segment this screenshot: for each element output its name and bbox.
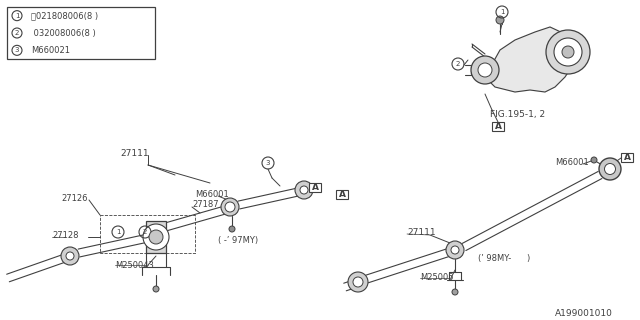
Text: 2: 2 [143,229,147,235]
Bar [336,190,348,199]
Circle shape [225,202,235,212]
Circle shape [149,230,163,244]
Text: M66001: M66001 [195,189,228,198]
Text: A: A [495,122,502,131]
Text: Ⓝ021808006(8 ): Ⓝ021808006(8 ) [31,11,98,20]
Text: 3: 3 [266,160,270,166]
Text: 1: 1 [500,9,504,15]
Circle shape [229,226,235,232]
Text: M660021: M660021 [31,46,70,55]
Bar [621,153,633,162]
Text: A: A [312,183,319,192]
Circle shape [66,252,74,260]
Text: FIG.195-1, 2: FIG.195-1, 2 [490,109,545,118]
Text: 3: 3 [15,47,19,53]
Text: 1: 1 [15,13,19,19]
Circle shape [452,289,458,295]
Text: A199001010: A199001010 [555,308,613,317]
Circle shape [446,241,464,259]
Circle shape [546,30,590,74]
Polygon shape [161,206,226,232]
Text: (’ 98MY-      ): (’ 98MY- ) [478,253,531,262]
Text: 27111: 27111 [120,148,148,157]
Text: M25005: M25005 [420,274,454,283]
Circle shape [496,16,504,24]
Text: 27126: 27126 [61,194,88,203]
Polygon shape [485,27,578,92]
Circle shape [221,198,239,216]
Polygon shape [6,254,67,282]
Circle shape [348,272,368,292]
Circle shape [353,277,363,287]
Bar [100,215,195,253]
Circle shape [300,186,308,194]
Circle shape [451,246,459,254]
Circle shape [295,181,313,199]
Bar [7,7,155,59]
Bar [146,221,166,253]
Circle shape [471,56,499,84]
Text: ( -’ 97MY): ( -’ 97MY) [218,236,258,244]
Polygon shape [462,172,602,251]
Circle shape [153,286,159,292]
Text: 27187: 27187 [192,199,219,209]
Text: A: A [339,190,346,199]
Text: 032008006(8 ): 032008006(8 ) [31,28,96,37]
Bar [492,122,504,131]
Circle shape [562,46,574,58]
Circle shape [599,158,621,180]
Text: 27128: 27128 [52,230,79,239]
Circle shape [61,247,79,265]
Text: A: A [623,153,630,162]
Bar [309,183,321,192]
Circle shape [554,38,582,66]
Polygon shape [366,248,451,283]
Circle shape [591,157,597,163]
Circle shape [478,63,492,77]
Text: 2: 2 [456,61,460,67]
Text: 2: 2 [15,30,19,36]
Circle shape [605,164,616,174]
Text: 1: 1 [116,229,120,235]
Circle shape [143,224,169,250]
Polygon shape [344,278,361,291]
Text: M66001: M66001 [555,157,589,166]
Text: M250043: M250043 [115,260,154,269]
Polygon shape [78,234,149,257]
Text: 27111: 27111 [407,228,436,236]
Polygon shape [238,188,299,209]
